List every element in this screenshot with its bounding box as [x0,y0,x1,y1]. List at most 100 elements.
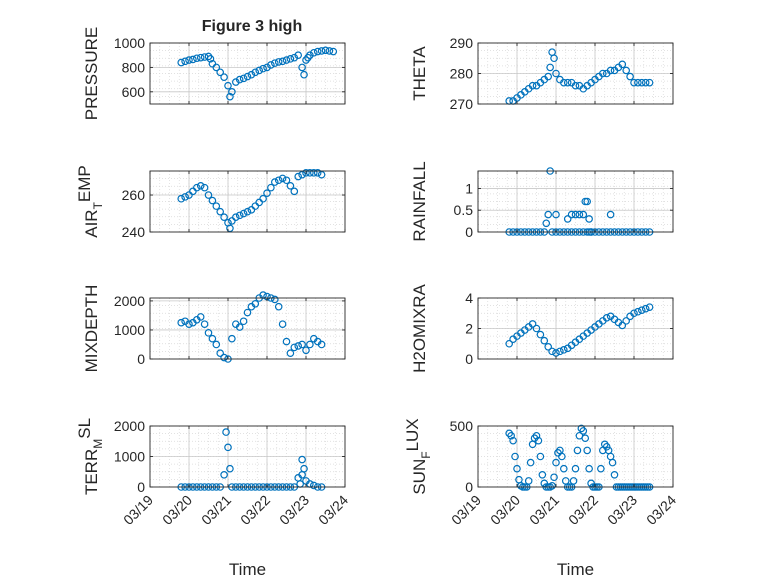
major-grid [150,426,345,487]
data-point [571,210,580,219]
data-point [200,320,209,328]
y-axis-label: TERRMSL [75,418,105,495]
subplot-mixdepth: 0 1000 2000 MIXDEPTH [82,285,346,372]
data-point [290,53,299,62]
data-point [282,176,291,185]
data-point [532,431,541,440]
data-point [235,323,244,331]
data-point [185,56,193,64]
data-point [224,81,232,90]
data-point [185,320,193,328]
y-tick-label: 1 [465,180,473,196]
data-point [302,169,310,177]
data-point [552,69,560,78]
data-point [575,210,584,219]
data-point [559,464,568,473]
axes-box [477,425,674,488]
data-point [181,193,189,201]
axes-box [149,170,346,233]
data-point [317,170,326,179]
data-point [196,181,205,190]
data-point [247,70,256,79]
data-point [532,324,541,333]
data-point [208,196,217,205]
data-point [220,353,228,362]
data-point [538,470,547,479]
data-point [550,54,558,63]
data-point [298,455,306,464]
data-point [286,181,295,190]
x-axis-label: Time [229,560,266,579]
data-point [274,302,283,311]
data-point [573,446,582,455]
data-point [321,46,330,55]
data-point [634,307,642,316]
data-point [259,64,267,73]
data-point [641,78,650,87]
figure-title: Figure 3 high [202,18,302,35]
data-point [235,75,244,84]
y-tick-label: 280 [450,66,474,82]
y-axis-label: SUNFLUX [403,418,433,494]
data-point [567,210,576,219]
axes-box [149,297,346,360]
data-point [177,58,186,67]
data-point [544,342,553,351]
minor-grid [150,298,345,359]
data-point [309,48,318,57]
data-point [618,60,627,69]
data-point [645,78,654,87]
y-tick-label: 600 [122,84,146,100]
data-point [329,47,338,56]
data-point [251,68,260,77]
data-point [216,68,225,77]
data-point [544,72,553,81]
axes-box [477,170,674,233]
data-point [622,66,631,75]
data-point [542,219,551,228]
data-point [206,55,215,63]
subplot-rainfall: 0 0.5 1 RAINFALL [410,161,674,242]
data-point [181,57,189,66]
data-point [552,458,560,467]
data-point [193,183,201,192]
data-point [267,61,275,69]
axes-box [149,42,346,105]
data-point [298,170,306,179]
data-point [544,210,553,219]
data-point [228,88,236,96]
data-point [294,172,303,181]
major-grid [478,43,673,104]
data-point [220,73,228,81]
data-point [290,187,299,196]
y-axis-label: AIRTEMP [75,165,105,238]
data-point [585,215,593,223]
data-point [507,431,515,440]
data-point [278,320,287,328]
data-point [528,320,537,328]
data-point [528,81,537,90]
y-axis-label: RAINFALL [410,161,429,241]
data-point [630,309,638,318]
data-series [177,46,338,101]
data-point [550,473,558,482]
y-tick-label: 2 [465,321,473,337]
data-point [306,51,314,60]
data-point [626,72,634,81]
data-point [300,464,308,473]
y-tick-label: 0 [465,479,473,495]
y-tick-label: 260 [122,187,146,203]
y-tick-label: 0 [465,351,473,367]
data-series [177,291,326,363]
x-axis-label: Time [557,560,594,579]
data-point [204,191,213,199]
y-tick-label: 290 [450,35,474,51]
data-point [505,339,514,348]
data-point [597,464,605,473]
data-point [579,210,588,219]
data-point [224,443,232,452]
data-point [630,78,638,87]
data-point [239,74,248,83]
data-point [270,59,279,67]
